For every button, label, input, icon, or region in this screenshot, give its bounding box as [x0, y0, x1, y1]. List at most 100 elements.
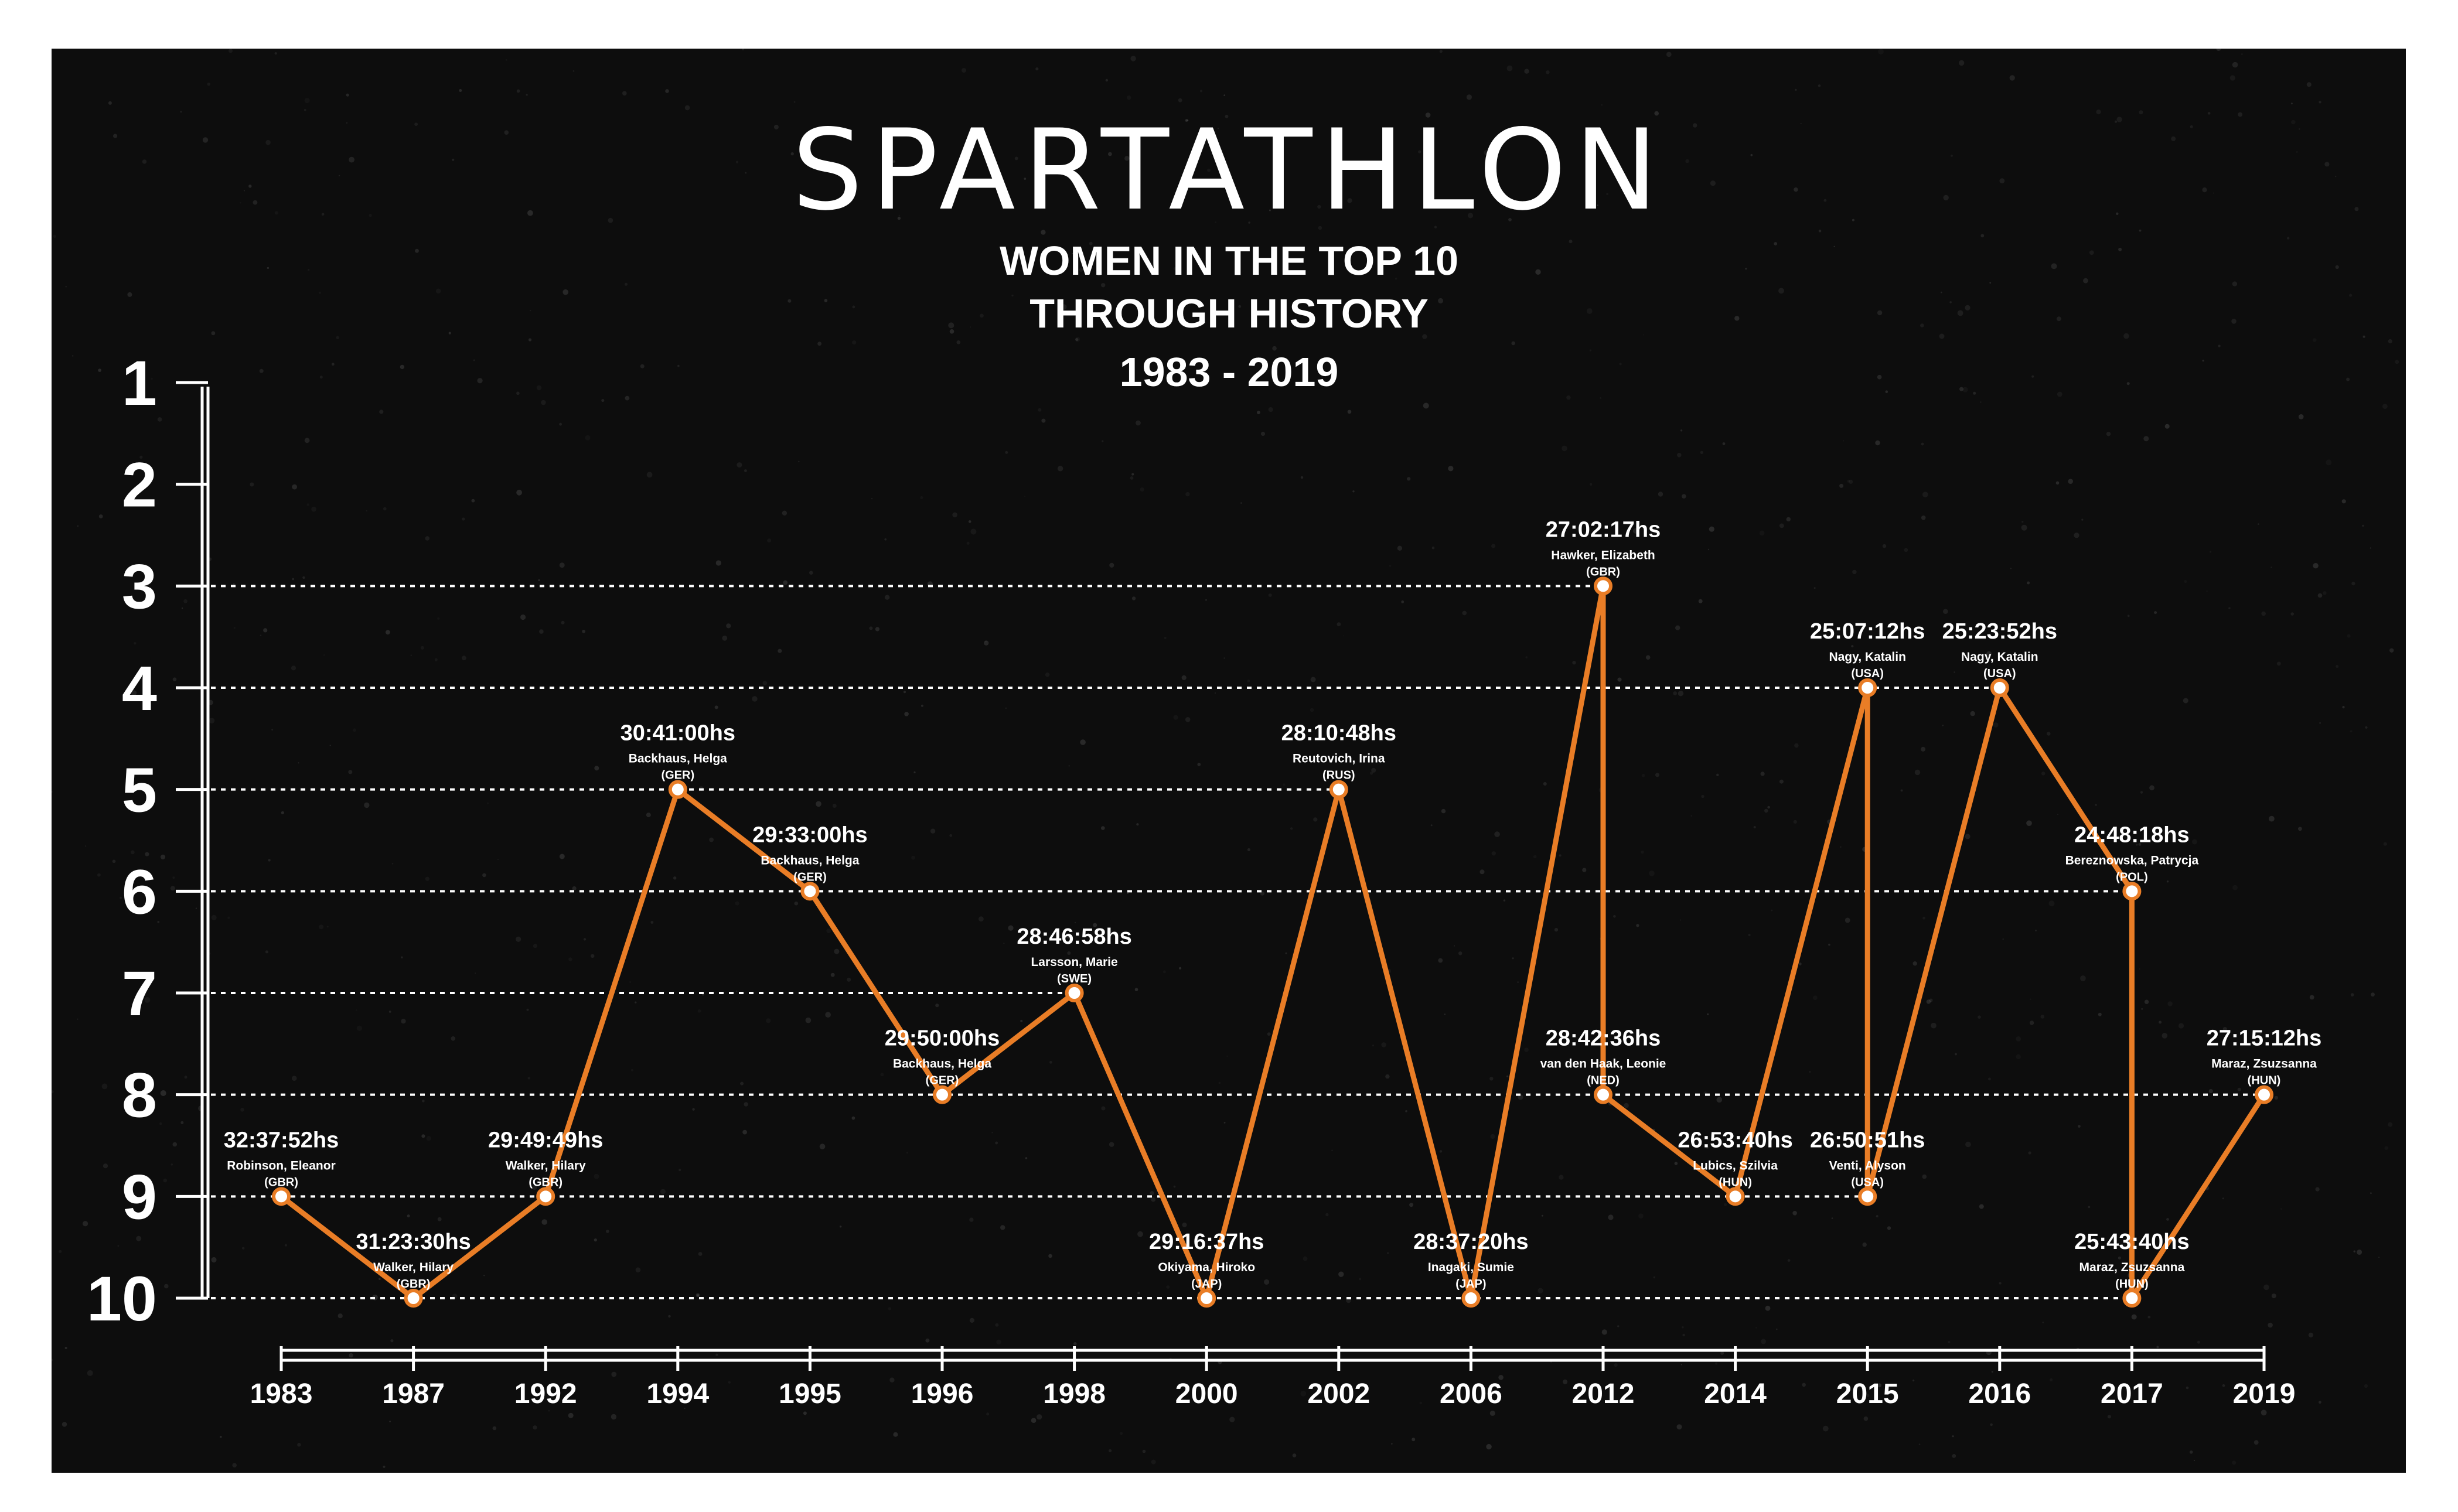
texture-speck	[2378, 1257, 2380, 1258]
texture-speck	[1011, 294, 1014, 297]
texture-speck	[130, 850, 135, 855]
texture-speck	[1457, 1097, 1461, 1100]
texture-speck	[271, 729, 274, 731]
texture-speck	[611, 1414, 617, 1420]
texture-speck	[1223, 657, 1225, 659]
texture-speck	[233, 583, 235, 585]
texture-speck	[2336, 665, 2339, 668]
x-tick-label: 1995	[779, 1378, 841, 1409]
texture-speck	[475, 972, 476, 974]
texture-speck	[383, 507, 387, 511]
texture-speck	[2186, 1386, 2189, 1390]
texture-speck	[1105, 78, 1109, 82]
texture-speck	[1590, 483, 1593, 486]
texture-speck	[1422, 334, 1427, 339]
texture-speck	[884, 538, 887, 541]
x-tick-label: 1996	[911, 1378, 974, 1409]
texture-speck	[1707, 1013, 1709, 1016]
texture-speck	[1020, 1019, 1023, 1022]
texture-speck	[477, 378, 483, 384]
data-label-name: Hawker, Elizabeth	[1551, 548, 1655, 562]
data-point	[800, 882, 820, 901]
texture-speck	[906, 1152, 908, 1154]
texture-speck	[1760, 772, 1765, 776]
texture-speck	[434, 658, 438, 661]
texture-speck	[1706, 1146, 1709, 1149]
texture-speck	[1434, 226, 1437, 228]
texture-speck	[1439, 1150, 1443, 1153]
texture-speck	[1462, 610, 1467, 616]
texture-speck	[422, 1100, 425, 1103]
texture-speck	[1885, 390, 1888, 393]
texture-speck	[889, 1377, 895, 1383]
texture-speck	[1039, 169, 1041, 170]
texture-speck	[1335, 758, 1338, 760]
texture-speck	[1877, 310, 1883, 316]
texture-speck	[1818, 230, 1822, 233]
x-tick-label: 1994	[646, 1378, 709, 1409]
texture-speck	[1173, 1185, 1176, 1188]
texture-speck	[1952, 1454, 1956, 1458]
texture-speck	[1080, 739, 1086, 745]
texture-speck	[1597, 204, 1599, 206]
texture-speck	[1852, 219, 1854, 221]
texture-speck	[980, 313, 984, 318]
data-label-time: 27:02:17hs	[1546, 517, 1661, 542]
texture-speck	[1877, 1383, 1882, 1388]
texture-speck	[1134, 988, 1138, 991]
texture-speck	[1108, 152, 1112, 156]
data-label-time: 29:49:49hs	[488, 1128, 603, 1152]
texture-speck	[2159, 1020, 2162, 1024]
data-label-name: Inagaki, Sumie	[1428, 1261, 1514, 1274]
texture-speck	[783, 580, 788, 585]
data-label-country: (GBR)	[264, 1176, 298, 1189]
texture-speck	[391, 862, 394, 865]
texture-speck	[2346, 377, 2350, 381]
texture-speck	[2280, 1208, 2282, 1210]
texture-speck	[1431, 547, 1435, 549]
texture-speck	[1798, 963, 1802, 965]
texture-speck	[1226, 1055, 1228, 1057]
texture-speck	[1127, 892, 1129, 894]
texture-speck	[1151, 1459, 1156, 1465]
texture-speck	[1506, 1075, 1509, 1077]
data-point	[404, 1289, 423, 1308]
data-point	[1594, 1085, 1612, 1104]
texture-speck	[1700, 450, 1703, 455]
texture-speck	[684, 1408, 686, 1409]
data-label-time: 29:50:00hs	[885, 1026, 1000, 1051]
texture-speck	[145, 852, 149, 856]
texture-speck	[462, 517, 465, 521]
texture-speck	[1970, 711, 1975, 716]
texture-speck	[2370, 1192, 2372, 1194]
texture-speck	[1786, 517, 1791, 522]
texture-speck	[337, 1313, 343, 1319]
texture-speck	[2202, 360, 2204, 362]
texture-speck	[1949, 301, 1952, 303]
texture-speck	[2362, 524, 2364, 527]
texture-speck	[807, 145, 809, 148]
texture-speck	[819, 1144, 826, 1149]
texture-speck	[1939, 333, 1945, 339]
texture-speck	[2261, 1409, 2267, 1416]
texture-speck	[207, 83, 210, 86]
texture-speck	[2055, 481, 2060, 485]
texture-speck	[1285, 952, 1287, 954]
data-point	[1197, 1289, 1216, 1308]
texture-speck	[1678, 691, 1684, 697]
texture-speck	[1238, 305, 1242, 308]
texture-speck	[184, 1076, 187, 1079]
texture-speck	[2021, 524, 2027, 531]
texture-speck	[1385, 1074, 1390, 1079]
texture-speck	[1722, 442, 1726, 445]
texture-speck	[172, 1142, 178, 1147]
texture-speck	[594, 1238, 597, 1242]
texture-speck	[893, 1432, 898, 1437]
texture-speck	[1524, 69, 1529, 74]
texture-speck	[2156, 1346, 2159, 1349]
texture-speck	[970, 326, 971, 328]
texture-speck	[1748, 933, 1751, 937]
data-label-country: (RUS)	[1322, 769, 1355, 782]
texture-speck	[157, 921, 160, 923]
texture-speck	[77, 1018, 79, 1020]
